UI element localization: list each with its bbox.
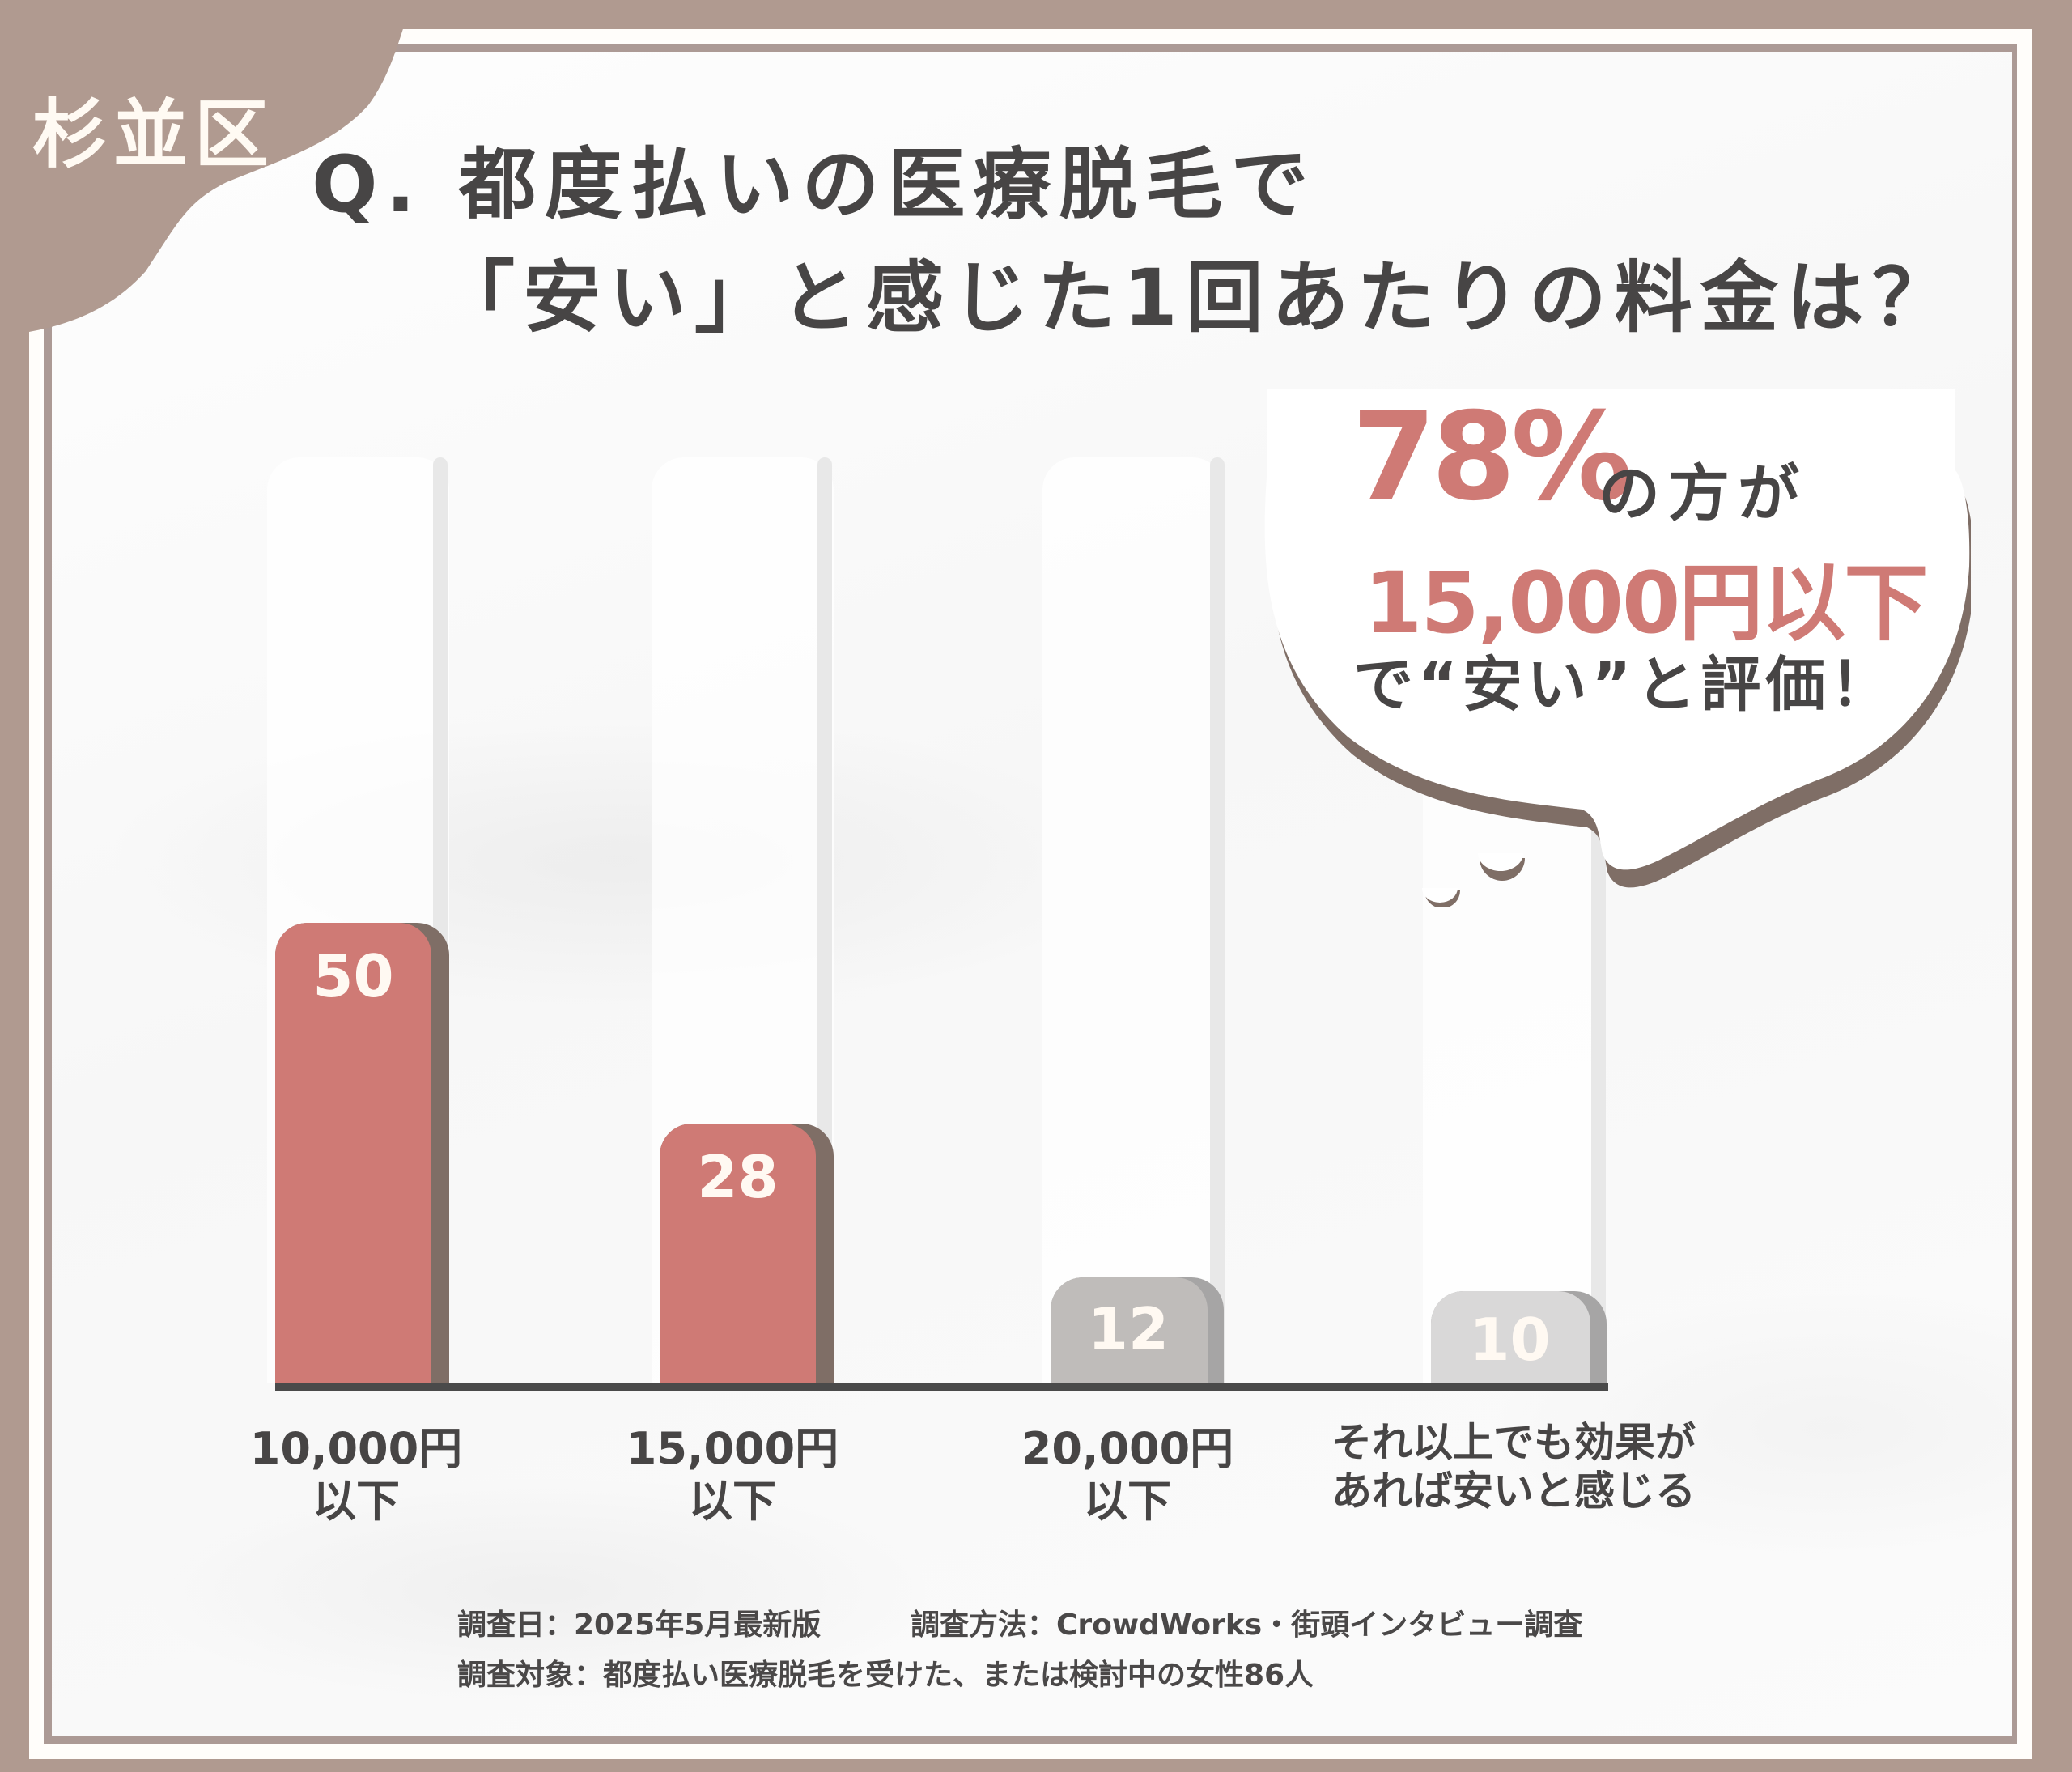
bar-value: 50 — [312, 942, 394, 1010]
category-label: それ以上でも効果が あれば安いと感じる — [1303, 1418, 1724, 1515]
category-label-line1: それ以上でも効果が — [1331, 1419, 1696, 1466]
bar-face — [660, 1124, 816, 1383]
category-label-line2: 以下 — [312, 1475, 400, 1527]
bar-face — [275, 923, 431, 1383]
survey-target: 調査対象：都度払い医療脱毛を受けた、または検討中の女性86人 — [457, 1659, 1314, 1692]
bar-above-if-effective: 10 — [1431, 1291, 1607, 1383]
category-label-line1: 20,000円 — [1021, 1423, 1234, 1474]
callout-conclusion: で“安い”と評価！ — [1353, 650, 1896, 720]
bar-value: 28 — [697, 1143, 779, 1211]
bar-value: 10 — [1469, 1306, 1551, 1374]
bar-10000-or-less: 50 — [275, 923, 449, 1383]
category-label: 10,000円 以下 — [243, 1423, 469, 1528]
bar-20000-or-less: 12 — [1051, 1277, 1224, 1383]
survey-date: 調査日：2025年5月最新版 — [457, 1608, 822, 1642]
question-title-line2: 「安い」と感じた1回あたりの料金は？ — [437, 253, 1958, 343]
category-label-line2: 以下 — [689, 1475, 776, 1527]
bar-face — [1431, 1291, 1590, 1383]
bar-face — [1051, 1277, 1208, 1383]
bar-track-edge — [1210, 457, 1225, 1383]
bar-track-bg — [1042, 457, 1225, 1383]
x-axis-line — [275, 1383, 1608, 1391]
category-label-line1: 15,000円 — [626, 1423, 839, 1474]
speech-bubble — [1264, 389, 1971, 907]
bar-15000-or-less: 28 — [660, 1124, 834, 1383]
district-label: 杉並区 — [32, 91, 276, 178]
category-label: 15,000円 以下 — [619, 1423, 846, 1528]
question-title-line1: Q. 都度払いの医療脱毛で — [312, 139, 1317, 230]
category-label-line2: あれば安いと感じる — [1331, 1468, 1696, 1515]
bar-value: 12 — [1087, 1295, 1170, 1363]
callout-line1-rest: の方が — [1599, 457, 1807, 529]
callout-price-threshold: 15,000円以下 — [1364, 554, 1928, 652]
callout-percent: 78% — [1352, 387, 1633, 528]
category-label: 20,000円 以下 — [1014, 1423, 1241, 1528]
category-label-line1: 10,000円 — [249, 1423, 463, 1474]
survey-method: 調査方法：CrowdWorks・街頭インタビュー調査 — [911, 1608, 1583, 1642]
category-label-line2: 以下 — [1084, 1475, 1171, 1527]
corner-blob-decoration — [0, 0, 413, 332]
